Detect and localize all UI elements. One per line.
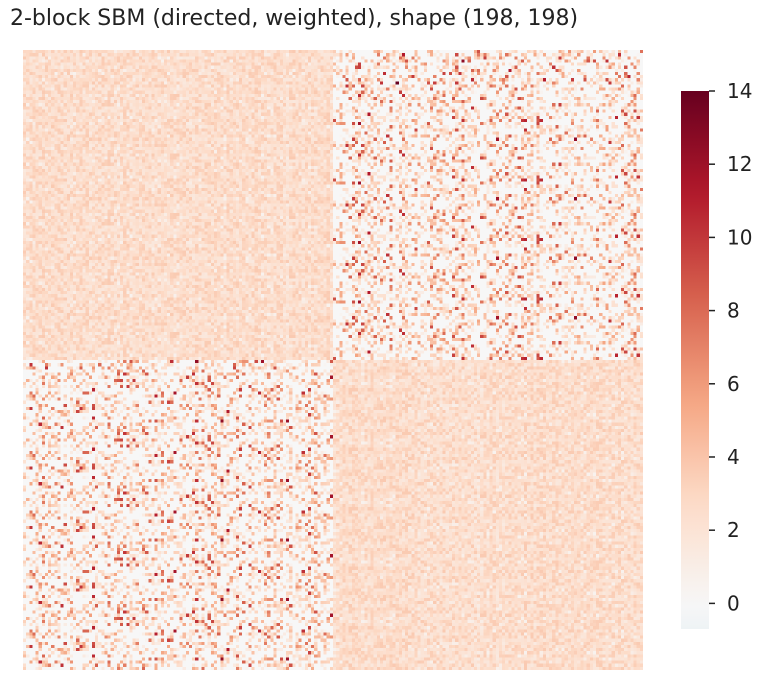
colorbar-gradient: [681, 91, 709, 629]
colorbar-tick-label: 4: [727, 445, 740, 469]
colorbar-tick-label: 12: [727, 152, 752, 176]
colorbar-tick-label: 14: [727, 79, 752, 103]
colorbar-tick-label: 0: [727, 591, 740, 615]
colorbar-tick-label: 10: [727, 225, 752, 249]
colorbar-ticks: 0 2 4 6 8 10 12 14: [709, 79, 752, 615]
heatmap-matrix: [23, 50, 643, 670]
colorbar-tick-label: 6: [727, 372, 740, 396]
chart-title: 2-block SBM (directed, weighted), shape …: [10, 6, 579, 31]
colorbar-tick-label: 2: [727, 518, 740, 542]
colorbar-tick-label: 8: [727, 299, 740, 323]
